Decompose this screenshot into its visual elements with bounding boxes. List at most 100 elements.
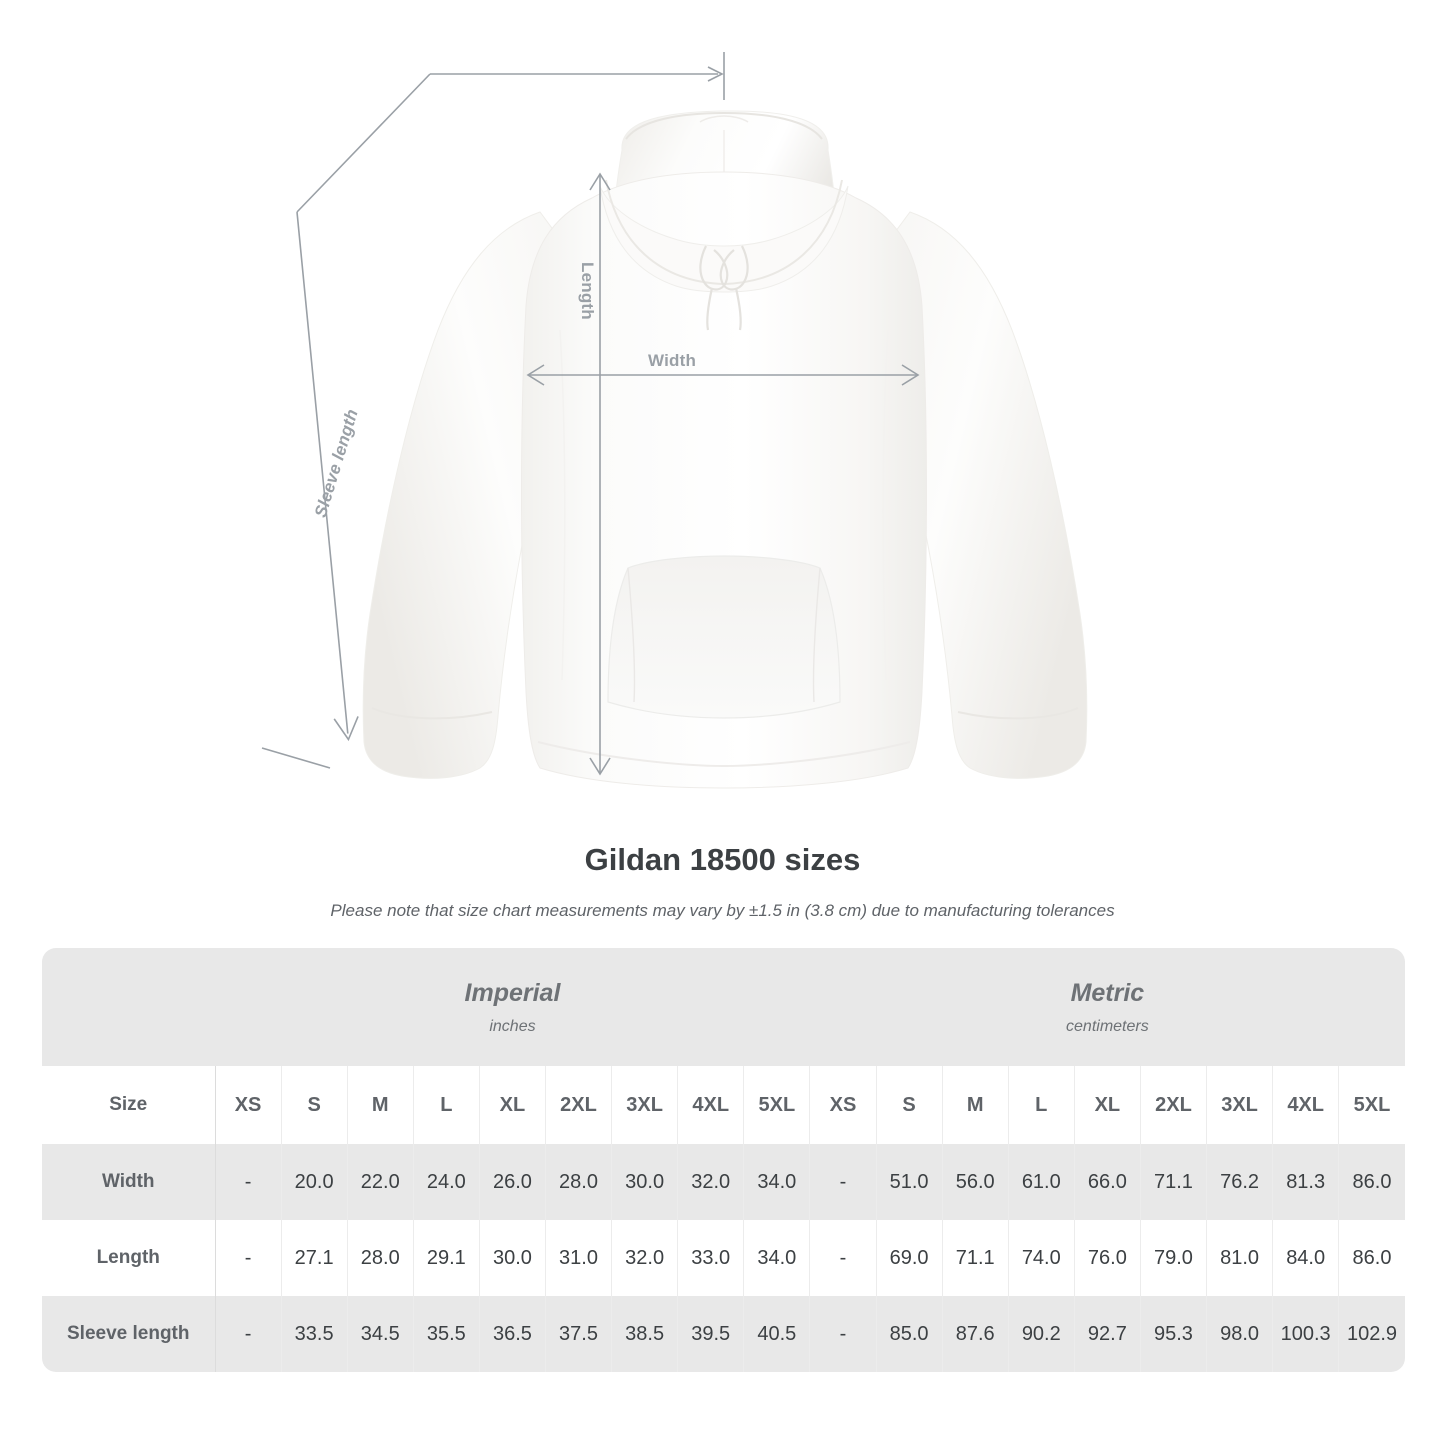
metric-unit-header-sub: centimeters (1066, 1017, 1149, 1035)
width-left-arrowhead (526, 364, 545, 386)
size-header-imperial-xs: XS (215, 1066, 282, 1144)
table-row: Sleeve length -33.5 34.5 35.5 36.5 37.5 38.5 39… (42, 1296, 1405, 1372)
size-header-metric-s: S (876, 1066, 943, 1144)
cell-imperial-sleeve-length-m: 34.5 (347, 1296, 414, 1372)
cell-metric-length-2xl: 79.0 (1140, 1220, 1208, 1296)
size-header-metric-5xl: 5XL (1338, 1066, 1405, 1144)
sleeve-top-arrowhead (707, 66, 724, 82)
size-header-imperial-2xl: 2XL (545, 1066, 613, 1144)
cell-imperial-sleeve-length-xl: 36.5 (479, 1296, 546, 1372)
size-column-header: Size (42, 1066, 216, 1144)
length-top-arrowhead (589, 172, 611, 191)
cell-metric-width-s: 51.0 (876, 1144, 943, 1220)
size-header-metric-m: M (942, 1066, 1009, 1144)
cell-metric-width-3xl: 76.2 (1206, 1144, 1274, 1220)
unit-band-spacer (42, 948, 215, 1066)
size-header-metric-xl: XL (1074, 1066, 1141, 1144)
imperial-unit-header: Imperial inches (215, 948, 810, 1066)
cell-imperial-length-2xl: 31.0 (545, 1220, 613, 1296)
cell-metric-width-5xl: 86.0 (1338, 1144, 1405, 1220)
metric-unit-header-name: Metric (1070, 978, 1145, 1007)
cell-imperial-width-xl: 26.0 (479, 1144, 546, 1220)
imperial-unit-header-name: Imperial (464, 978, 561, 1007)
cell-metric-sleeve-length-xs: - (809, 1296, 877, 1372)
table-row: Length -27.1 28.0 29.1 30.0 31.0 32.0 33.0 34.0-… (42, 1220, 1405, 1296)
cell-metric-length-l: 74.0 (1008, 1220, 1075, 1296)
cell-metric-length-xs: - (809, 1220, 877, 1296)
sleeve-bottom-tick (261, 747, 331, 769)
size-header-metric-4xl: 4XL (1272, 1066, 1340, 1144)
metric-unit-header: Metric centimeters (809, 948, 1405, 1066)
size-table: Imperial inches Metric centimeters Size XS S M L… (42, 948, 1405, 1372)
cell-imperial-width-s: 20.0 (281, 1144, 348, 1220)
cell-imperial-width-5xl: 34.0 (743, 1144, 811, 1220)
cell-imperial-sleeve-length-xs: - (215, 1296, 282, 1372)
cell-imperial-width-m: 22.0 (347, 1144, 414, 1220)
cell-imperial-sleeve-length-5xl: 40.5 (743, 1296, 811, 1372)
size-header-metric-xs: XS (809, 1066, 877, 1144)
cell-metric-length-3xl: 81.0 (1206, 1220, 1274, 1296)
size-header-imperial-s: S (281, 1066, 348, 1144)
row-label-length: Length (42, 1220, 216, 1296)
size-header-imperial-4xl: 4XL (677, 1066, 745, 1144)
cell-imperial-sleeve-length-s: 33.5 (281, 1296, 348, 1372)
cell-metric-length-xl: 76.0 (1074, 1220, 1141, 1296)
cell-metric-width-l: 61.0 (1008, 1144, 1075, 1220)
cell-metric-sleeve-length-m: 87.6 (942, 1296, 1009, 1372)
cell-imperial-length-3xl: 32.0 (611, 1220, 679, 1296)
cell-metric-length-5xl: 86.0 (1338, 1220, 1405, 1296)
row-label-sleeve-length: Sleeve length (42, 1296, 216, 1372)
cell-metric-sleeve-length-xl: 92.7 (1074, 1296, 1141, 1372)
sleeve-upper-diagonal (296, 73, 431, 213)
cell-imperial-sleeve-length-4xl: 39.5 (677, 1296, 745, 1372)
cell-imperial-length-xs: - (215, 1220, 282, 1296)
cell-imperial-width-l: 24.0 (413, 1144, 480, 1220)
cell-imperial-length-4xl: 33.0 (677, 1220, 745, 1296)
size-header-imperial-3xl: 3XL (611, 1066, 679, 1144)
size-header-row: Size XS S M L XL 2XL 3XL 4XL 5XL XS S M L XL 2XL 3XL 4XL 5… (42, 1066, 1405, 1144)
cell-imperial-length-s: 27.1 (281, 1220, 348, 1296)
measurement-guides (261, 52, 920, 776)
cell-metric-length-s: 69.0 (876, 1220, 943, 1296)
cell-metric-length-m: 71.1 (942, 1220, 1009, 1296)
tolerance-note: Please note that size chart measurements… (330, 901, 1115, 920)
cell-metric-width-4xl: 81.3 (1272, 1144, 1340, 1220)
cell-metric-width-xs: - (809, 1144, 877, 1220)
cell-metric-sleeve-length-s: 85.0 (876, 1296, 943, 1372)
unit-band-row: Imperial inches Metric centimeters (42, 948, 1405, 1066)
size-header-metric-2xl: 2XL (1140, 1066, 1208, 1144)
length-dimension-label: Length (578, 262, 597, 320)
cell-metric-sleeve-length-3xl: 98.0 (1206, 1296, 1274, 1372)
cell-metric-sleeve-length-2xl: 95.3 (1140, 1296, 1208, 1372)
size-table-container: Imperial inches Metric centimeters Size XS S M L… (42, 948, 1405, 1372)
cell-metric-width-m: 56.0 (942, 1144, 1009, 1220)
sleeve-line (296, 211, 349, 734)
size-header-metric-3xl: 3XL (1206, 1066, 1274, 1144)
table-row: Width -20.0 22.0 24.0 26.0 28.0 30.0 32.0 34.0-5… (42, 1144, 1405, 1220)
hoodie-illustration: Length Width Sleeve length (261, 52, 1088, 789)
width-right-arrowhead (901, 364, 920, 386)
size-header-imperial-xl: XL (479, 1066, 546, 1144)
cell-imperial-width-xs: - (215, 1144, 282, 1220)
cell-imperial-length-xl: 30.0 (479, 1220, 546, 1296)
cell-imperial-length-5xl: 34.0 (743, 1220, 811, 1296)
page-title: Gildan 18500 sizes (584, 842, 861, 877)
cell-imperial-sleeve-length-3xl: 38.5 (611, 1296, 679, 1372)
cell-imperial-width-4xl: 32.0 (677, 1144, 745, 1220)
width-dimension-label: Width (648, 351, 697, 370)
cell-metric-length-4xl: 84.0 (1272, 1220, 1340, 1296)
size-header-metric-l: L (1008, 1066, 1075, 1144)
row-label-width: Width (42, 1144, 216, 1220)
cell-metric-sleeve-length-4xl: 100.3 (1272, 1296, 1340, 1372)
size-header-imperial-l: L (413, 1066, 480, 1144)
cell-metric-width-xl: 66.0 (1074, 1144, 1141, 1220)
imperial-unit-header-sub: inches (489, 1017, 536, 1035)
cell-imperial-length-m: 28.0 (347, 1220, 414, 1296)
cell-imperial-sleeve-length-2xl: 37.5 (545, 1296, 613, 1372)
sleeve-bottom-arrowhead (333, 716, 359, 742)
title-block: Gildan 18500 sizes Please note that size… (0, 840, 1445, 922)
cell-metric-width-2xl: 71.1 (1140, 1144, 1208, 1220)
length-bottom-arrowhead (589, 757, 611, 776)
cell-imperial-sleeve-length-l: 35.5 (413, 1296, 480, 1372)
